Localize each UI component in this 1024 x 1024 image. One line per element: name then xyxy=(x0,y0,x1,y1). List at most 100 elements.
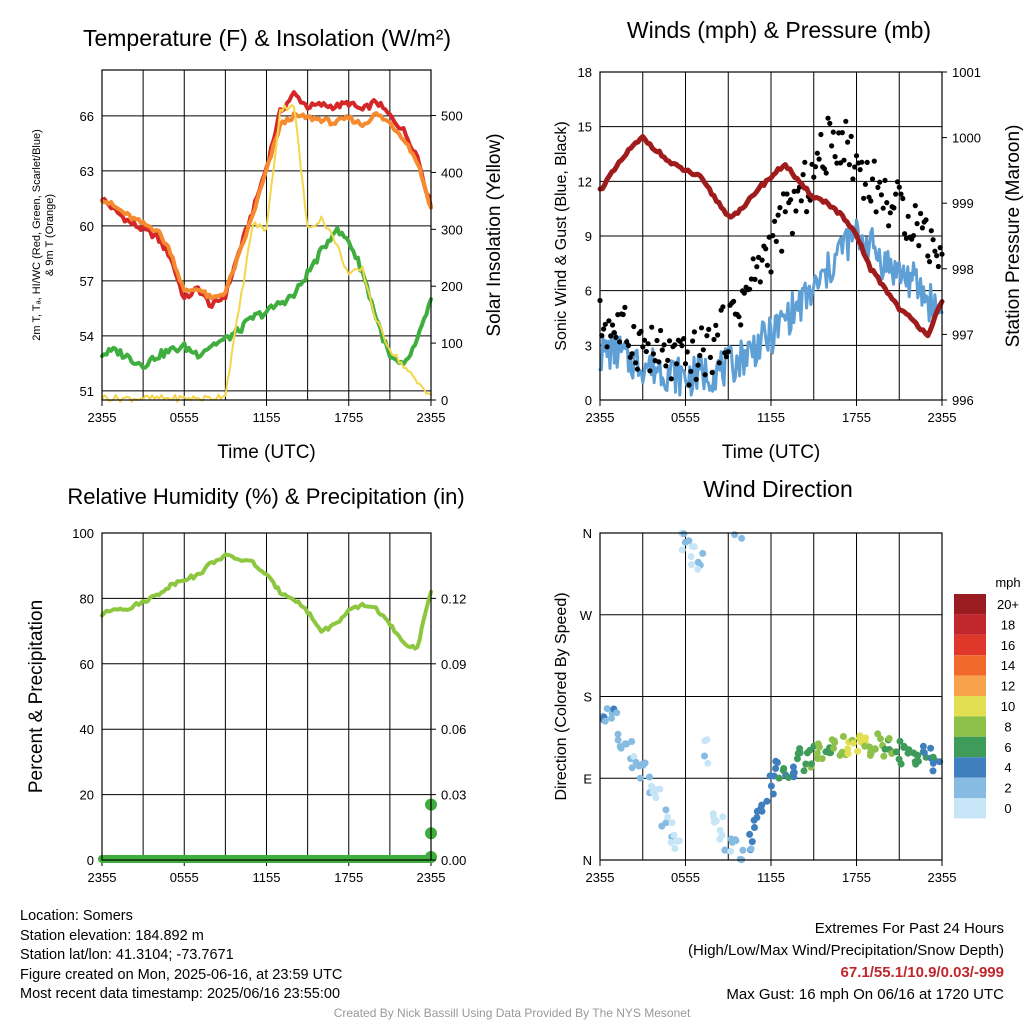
extremes-subtitle: (High/Low/Max Wind/Precipitation/Snow De… xyxy=(688,942,1004,959)
y-tick-label-left: 40 xyxy=(80,722,94,737)
direction-point xyxy=(929,759,937,767)
precip-point xyxy=(361,855,370,863)
precip-point xyxy=(311,855,320,863)
gust-point xyxy=(884,200,890,206)
gust-point xyxy=(859,159,865,165)
precip-point xyxy=(122,855,131,863)
gust-point xyxy=(747,286,753,292)
y-tick-label-right: 500 xyxy=(441,109,463,124)
direction-point xyxy=(800,767,808,775)
direction-point xyxy=(919,742,927,750)
legend-swatch xyxy=(954,655,986,676)
y-tick-label-left: 60 xyxy=(80,657,94,672)
direction-point xyxy=(746,830,754,838)
station-info: Location: Somers Station elevation: 184.… xyxy=(20,907,342,1005)
gust-point xyxy=(843,118,849,124)
direction-point xyxy=(710,818,718,826)
gust-point xyxy=(918,210,924,217)
precip-point xyxy=(147,855,156,863)
y-tick-label-right: 1000 xyxy=(952,131,981,146)
gust-point xyxy=(661,342,667,348)
x-tick-label: 1155 xyxy=(253,410,281,425)
gust-point xyxy=(782,209,788,215)
direction-point xyxy=(766,772,774,780)
direction-point xyxy=(614,736,622,744)
gust-point xyxy=(934,253,940,259)
direction-point xyxy=(780,765,788,772)
y-tick-label-left: 57 xyxy=(80,274,94,289)
precip-point xyxy=(114,855,123,863)
gust-point xyxy=(684,349,690,355)
gust-point xyxy=(702,372,708,378)
direction-point xyxy=(862,734,870,742)
temperature-title: Temperature (F) & Insolation (W/m²) xyxy=(83,25,451,51)
direction-point xyxy=(789,763,797,771)
gust-point xyxy=(779,248,785,254)
gust-point xyxy=(677,338,683,344)
temperature-ylabel-left: 2m T, Tₐ, HI/WC (Red, Green, Scarlet/Blu… xyxy=(31,129,43,341)
y-tick-label-right: 0 xyxy=(441,393,448,408)
direction-point xyxy=(814,755,822,762)
precip-point xyxy=(402,855,411,863)
direction-point xyxy=(751,824,758,831)
gust-point xyxy=(674,361,680,367)
gust-point xyxy=(663,363,669,369)
direction-point xyxy=(668,819,676,827)
direction-point xyxy=(747,845,755,853)
direction-point xyxy=(664,813,672,821)
direction-point xyxy=(662,819,670,827)
legend-label: 8 xyxy=(1004,719,1011,734)
temperature-ylabel-right: Solar Insolation (Yellow) xyxy=(484,133,505,336)
gust-point xyxy=(672,342,678,348)
direction-point xyxy=(895,755,903,763)
direction-point xyxy=(628,764,636,772)
gust-point xyxy=(711,336,717,343)
direction-point xyxy=(856,732,864,740)
gust-point xyxy=(723,354,730,360)
gust-point xyxy=(871,158,877,164)
gust-point xyxy=(930,237,936,243)
precip-point xyxy=(163,855,172,863)
humidity-line xyxy=(100,552,433,651)
direction-point xyxy=(608,714,615,722)
wind-speed-line xyxy=(598,218,944,397)
temperature-ylabel-left-2: & 9m T (Orange) xyxy=(44,194,56,276)
gust-point xyxy=(829,143,835,149)
x-tick-label: 2355 xyxy=(928,410,957,425)
x-tick-label: 1755 xyxy=(334,410,363,425)
precip-point xyxy=(130,855,139,863)
gust-point xyxy=(812,164,819,170)
legend-swatch xyxy=(954,696,986,717)
direction-point xyxy=(885,735,893,742)
precip-point xyxy=(270,855,279,863)
direction-point xyxy=(694,565,702,573)
gust-point xyxy=(640,344,646,350)
x-tick-label: 1155 xyxy=(253,870,281,885)
y-tick-label-left: 20 xyxy=(80,788,94,803)
direction-point xyxy=(636,774,644,782)
gust-point xyxy=(868,198,874,204)
gust-point xyxy=(700,347,706,353)
direction-point xyxy=(929,753,937,761)
legend-swatch xyxy=(954,614,986,635)
plot-frame xyxy=(101,532,432,861)
gust-point xyxy=(923,217,929,223)
legend-swatch xyxy=(954,675,986,696)
gust-point xyxy=(634,366,641,372)
x-tick-label: 2355 xyxy=(417,410,446,425)
gust-point xyxy=(880,205,886,211)
legend-label: 2 xyxy=(1004,781,1011,796)
gust-point xyxy=(845,139,851,145)
gust-point xyxy=(658,327,664,334)
gust-point xyxy=(839,130,845,136)
gust-point xyxy=(784,191,790,197)
gust-point xyxy=(925,253,931,259)
gust-point xyxy=(682,361,689,367)
direction-ylabel-left: Direction (Colored By Speed) xyxy=(553,592,570,800)
precip-point xyxy=(369,855,378,863)
gust-point xyxy=(641,337,648,343)
legend-label: 12 xyxy=(1001,679,1015,694)
gust-point xyxy=(837,160,844,166)
direction-point xyxy=(727,847,735,855)
pressure-line xyxy=(597,134,945,339)
